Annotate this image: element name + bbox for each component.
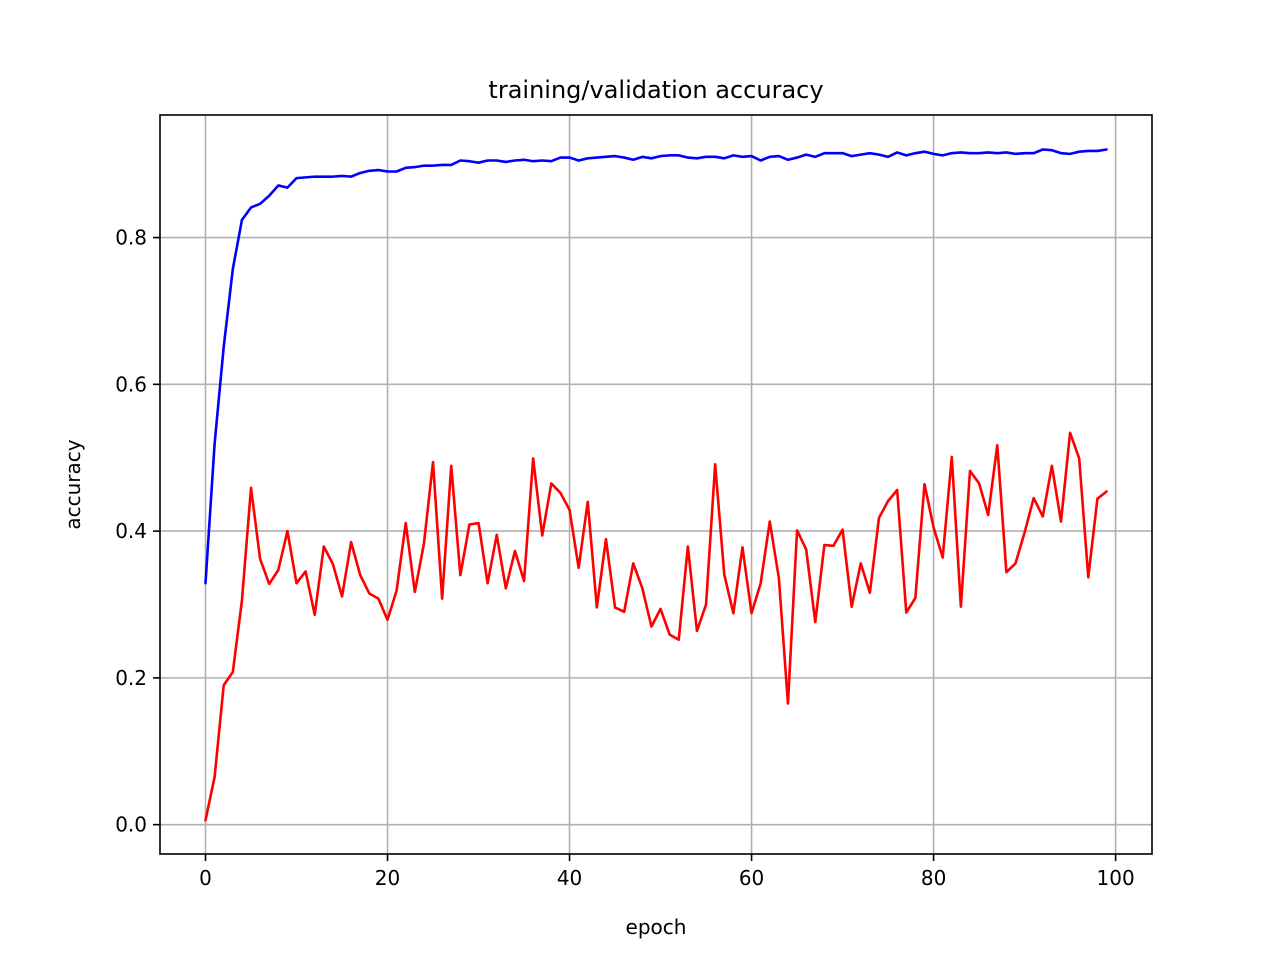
chart-title: training/validation accuracy [488, 76, 823, 104]
y-tick-label: 0.8 [115, 226, 147, 250]
plot-frame [159, 114, 1153, 855]
y-tick-label: 0.6 [115, 372, 147, 396]
y-tick-label: 0.4 [115, 519, 147, 543]
ticks: 0 20 40 60 80 100 0.0 0.2 0.4 0.6 0.8 [115, 226, 1135, 890]
y-axis-label: accuracy [61, 439, 85, 529]
x-tick-label: 100 [1097, 866, 1135, 890]
x-axis-label: epoch [626, 915, 687, 939]
x-tick-label: 40 [557, 866, 582, 890]
x-tick-label: 0 [199, 866, 212, 890]
x-tick-label: 60 [739, 866, 764, 890]
x-tick-label: 80 [921, 866, 946, 890]
x-tick-label: 20 [375, 866, 400, 890]
y-tick-label: 0.2 [115, 666, 147, 690]
series-line-2 [204, 431, 1108, 822]
series-line-1 [204, 148, 1108, 585]
y-tick-label: 0.0 [115, 813, 147, 837]
series-group [204, 148, 1108, 822]
grid [160, 115, 1152, 854]
